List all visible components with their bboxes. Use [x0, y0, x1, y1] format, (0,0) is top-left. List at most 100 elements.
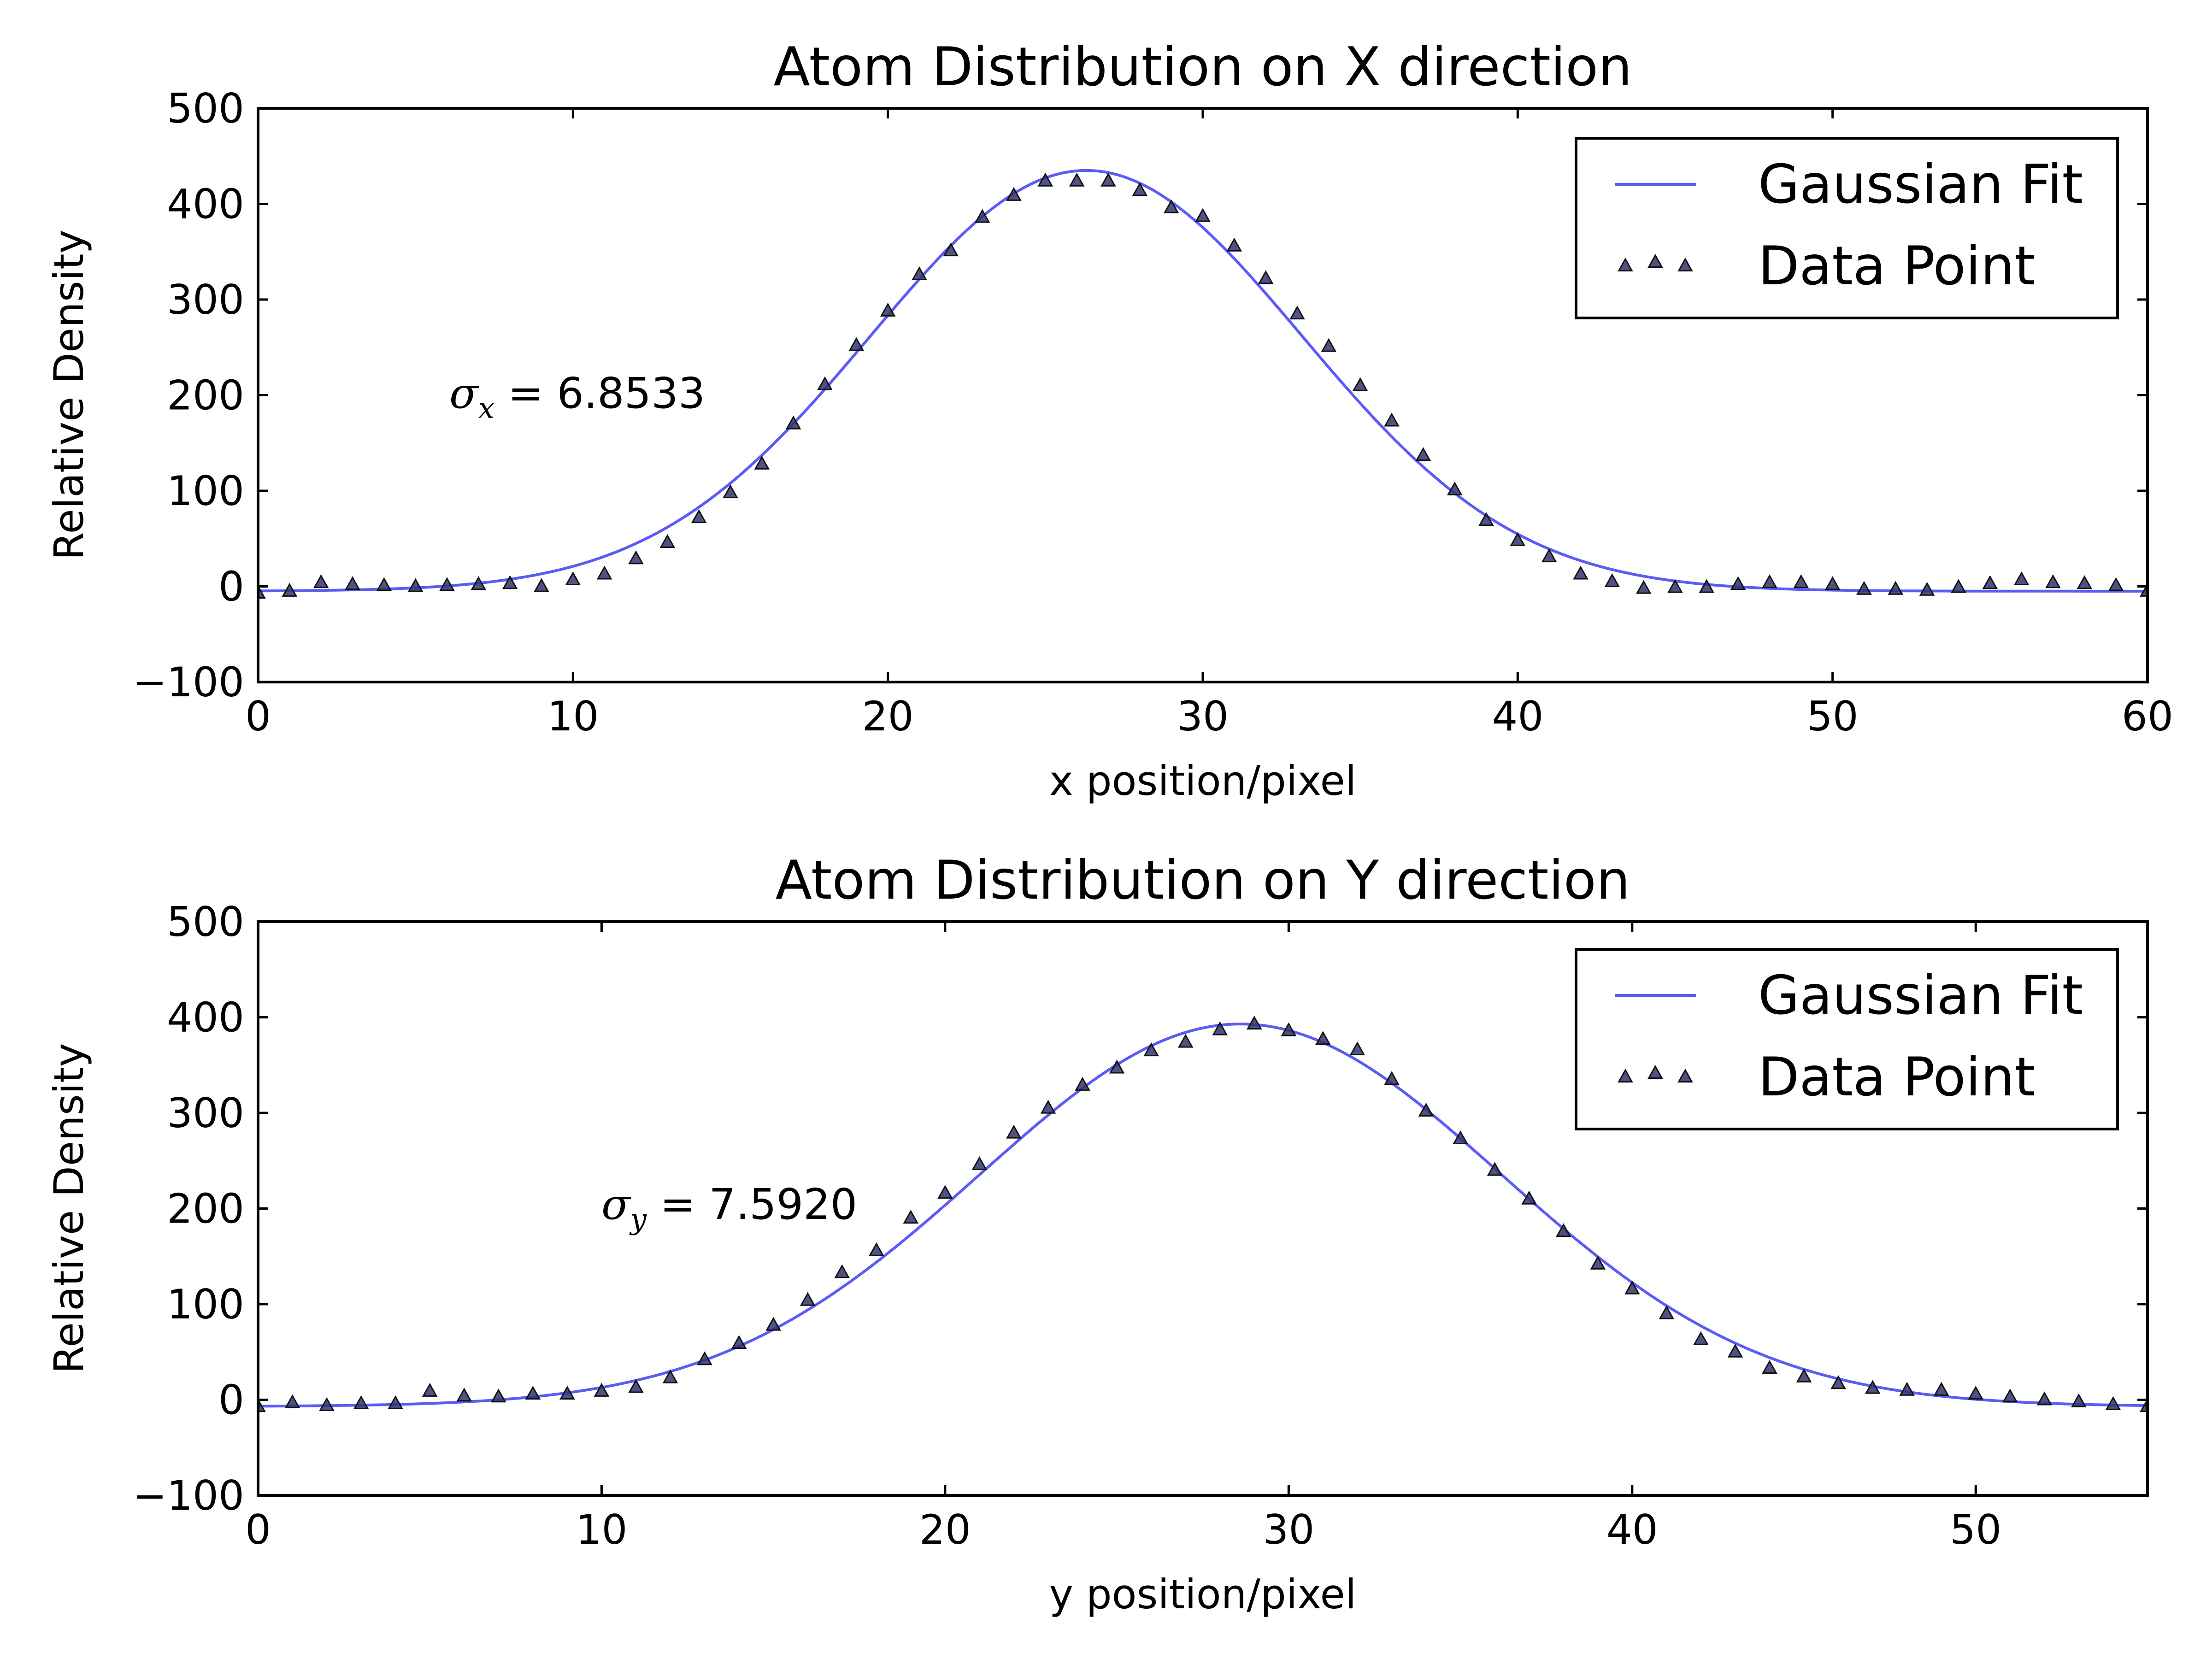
- data-point: [1555, 1223, 1571, 1237]
- sigma-symbol: σ: [601, 1180, 631, 1229]
- legend-scatter-triangle: [1677, 257, 1693, 271]
- data-point: [502, 575, 518, 589]
- legend-label-data: Data Point: [1758, 1046, 2036, 1108]
- chart-title: Atom Distribution on X direction: [773, 36, 1632, 98]
- data-point: [1315, 1031, 1331, 1045]
- data-point: [319, 1397, 335, 1411]
- data-point: [1069, 172, 1085, 187]
- x-tick-label: 0: [245, 693, 271, 740]
- data-point: [1699, 579, 1715, 593]
- gaussian-fit-line: [258, 1022, 2147, 1408]
- data-point: [937, 1185, 953, 1199]
- data-point: [880, 302, 896, 317]
- data-point: [723, 484, 738, 499]
- data-point: [1247, 1015, 1262, 1030]
- data-point: [471, 576, 487, 590]
- data-point: [912, 266, 927, 281]
- y-tick-label: 0: [218, 563, 244, 611]
- data-point: [1919, 582, 1935, 596]
- data-point: [817, 376, 833, 390]
- legend-label-fit: Gaussian Fit: [1758, 965, 2083, 1027]
- data-point: [1195, 208, 1211, 222]
- data-point: [785, 415, 801, 429]
- y-tick-label: 0: [218, 1377, 244, 1424]
- data-point: [1968, 1385, 1984, 1400]
- data-point: [1384, 412, 1400, 427]
- chart-x-direction: Atom Distribution on X direction 0 10 20 30…: [45, 36, 2173, 805]
- data-point: [1899, 1382, 1915, 1396]
- sigma-annotation: σx = 6.8533: [449, 369, 705, 425]
- legend-scatter-marker: [1618, 253, 1693, 271]
- sigma-value: = 7.5920: [647, 1180, 857, 1229]
- chart-title: Atom Distribution on Y direction: [776, 849, 1630, 912]
- data-point: [659, 534, 676, 548]
- data-point: [1258, 270, 1274, 284]
- legend-scatter-triangle: [1618, 257, 1633, 271]
- x-tick-label: 50: [1807, 693, 1859, 740]
- data-point: [2077, 575, 2093, 589]
- data-point: [1951, 579, 1966, 593]
- data-point: [1933, 1382, 1949, 1396]
- x-tick-label: 30: [1263, 1506, 1314, 1553]
- sigma-annotation: σy = 7.5920: [601, 1180, 857, 1236]
- data-point: [1132, 182, 1148, 196]
- legend-scatter-triangle: [1647, 1065, 1663, 1079]
- data-point: [1590, 1255, 1606, 1270]
- data-point: [1384, 1071, 1400, 1085]
- data-point: [1109, 1059, 1125, 1074]
- data-point: [407, 578, 424, 592]
- x-tick-label: 10: [576, 1506, 627, 1553]
- y-tick-label: 100: [167, 1281, 244, 1328]
- data-point: [2045, 574, 2061, 588]
- data-point: [1796, 1368, 1812, 1382]
- y-tick-label: 200: [167, 1185, 244, 1233]
- data-point: [376, 577, 392, 591]
- data-point: [628, 550, 644, 565]
- data-point: [1177, 1034, 1194, 1048]
- data-point: [1573, 565, 1588, 580]
- y-tick-label: 400: [167, 994, 244, 1041]
- data-point: [1762, 1359, 1777, 1374]
- data-point: [1100, 172, 1116, 187]
- data-point: [2108, 577, 2124, 591]
- data-point: [525, 1385, 541, 1400]
- y-tick-label: 300: [167, 276, 244, 324]
- data-point: [903, 1210, 919, 1224]
- x-axis-label: x position/pixel: [1049, 757, 1357, 805]
- data-point: [731, 1335, 747, 1349]
- data-point: [1321, 338, 1337, 352]
- data-point: [1635, 580, 1652, 594]
- data-point: [848, 337, 865, 351]
- x-tick-label: 60: [2122, 693, 2173, 740]
- x-tick-label: 20: [862, 693, 914, 740]
- data-point: [388, 1395, 403, 1409]
- y-tick-label: 500: [167, 898, 244, 946]
- data-point: [2071, 1393, 2087, 1407]
- data-point: [1541, 548, 1557, 563]
- sigma-symbol: σ: [449, 369, 479, 418]
- y-tick-label: −100: [133, 1472, 244, 1519]
- gaussian-fit-line: [258, 169, 2147, 593]
- legend-box: [1575, 137, 2119, 319]
- data-point: [1667, 579, 1683, 593]
- data-point: [1824, 576, 1841, 590]
- x-tick-label: 30: [1177, 693, 1229, 740]
- data-points-group: [257, 1015, 2148, 1412]
- data-point: [1793, 574, 1809, 588]
- plot-area: [258, 1022, 2147, 1408]
- data-point: [800, 1292, 816, 1306]
- data-point: [1478, 512, 1494, 526]
- data-point: [1624, 1280, 1640, 1294]
- data-point: [345, 576, 360, 590]
- data-point: [1040, 1100, 1056, 1114]
- x-tick-label: 40: [1492, 693, 1543, 740]
- data-point: [971, 1156, 988, 1171]
- sigma-subscript: y: [629, 1202, 647, 1236]
- data-point: [1226, 237, 1242, 252]
- data-point: [691, 509, 707, 524]
- data-point: [2002, 1388, 2018, 1403]
- data-point: [313, 574, 329, 588]
